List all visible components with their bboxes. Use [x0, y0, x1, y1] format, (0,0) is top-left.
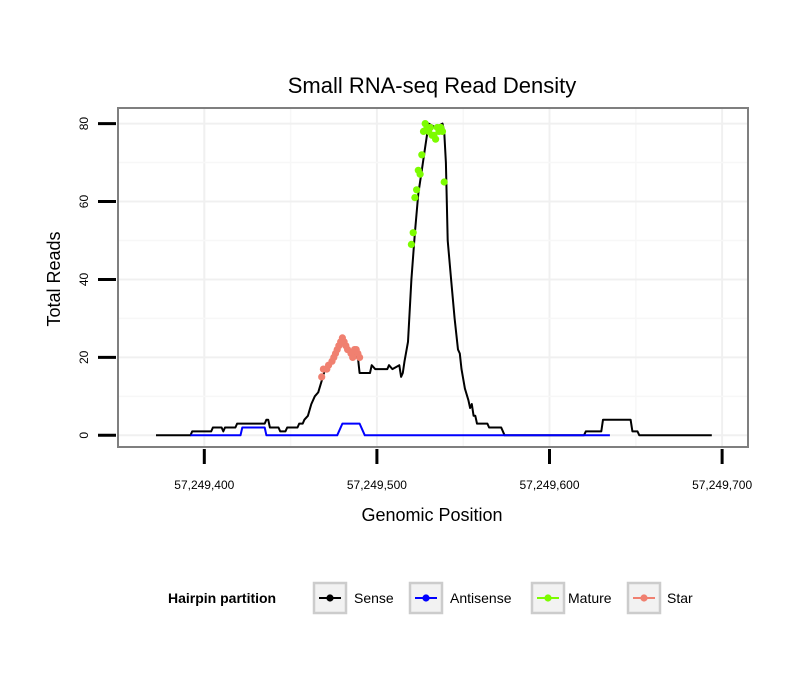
legend-title: Hairpin partition	[168, 590, 276, 606]
star-data-point	[356, 353, 364, 361]
mature-data-point	[418, 151, 426, 159]
panel-background	[118, 108, 748, 447]
star-data-point	[349, 353, 357, 361]
x-tick-label: 57,249,500	[347, 478, 407, 492]
antisense-series-line	[190, 422, 610, 437]
legend-key-point	[326, 594, 334, 602]
mature-data-point	[416, 170, 424, 178]
legend-label: Star	[667, 590, 693, 606]
sense-series-line	[156, 122, 712, 437]
chart-title: Small RNA-seq Read Density	[288, 73, 577, 98]
mature-data-point	[440, 178, 448, 186]
y-axis: 0 20 40 60 80	[77, 117, 116, 439]
y-axis-title: Total Reads	[44, 231, 64, 326]
mature-data-point	[407, 240, 415, 248]
y-tick-label: 20	[77, 350, 91, 364]
mature-data-point	[426, 123, 434, 132]
legend-item-sense: Sense	[312, 581, 394, 615]
plot-panel	[117, 107, 749, 448]
legend-item-antisense: Antisense	[408, 581, 512, 615]
legend-label: Antisense	[450, 590, 512, 606]
x-tick-label: 57,249,700	[692, 478, 752, 492]
mature-data-point	[409, 229, 417, 237]
panel-border	[117, 107, 749, 448]
mature-data-point	[432, 135, 440, 143]
legend-key-point	[544, 594, 552, 602]
star-data-point	[318, 373, 326, 381]
mature-data-point	[413, 186, 421, 194]
y-tick-label: 80	[77, 117, 91, 131]
y-tick-label: 60	[77, 195, 91, 209]
legend-item-mature: Mature	[530, 581, 612, 615]
legend-label: Mature	[568, 590, 612, 606]
legend-key-point	[422, 594, 430, 602]
legend: Hairpin partition Sense Antisense Mature Sta…	[168, 581, 693, 615]
mature-data-point	[411, 194, 419, 202]
mature-data-point	[438, 127, 447, 135]
legend-label: Sense	[354, 590, 394, 606]
legend-key-point	[640, 594, 648, 602]
y-tick-label: 40	[77, 272, 91, 286]
y-tick-label: 0	[77, 432, 91, 439]
x-axis-title: Genomic Position	[361, 505, 502, 525]
x-tick-label: 57,249,600	[519, 478, 579, 492]
x-axis: 57,249,400 57,249,500 57,249,600 57,249,700	[174, 449, 752, 492]
legend-item-star: Star	[626, 581, 693, 615]
x-tick-label: 57,249,400	[174, 478, 234, 492]
